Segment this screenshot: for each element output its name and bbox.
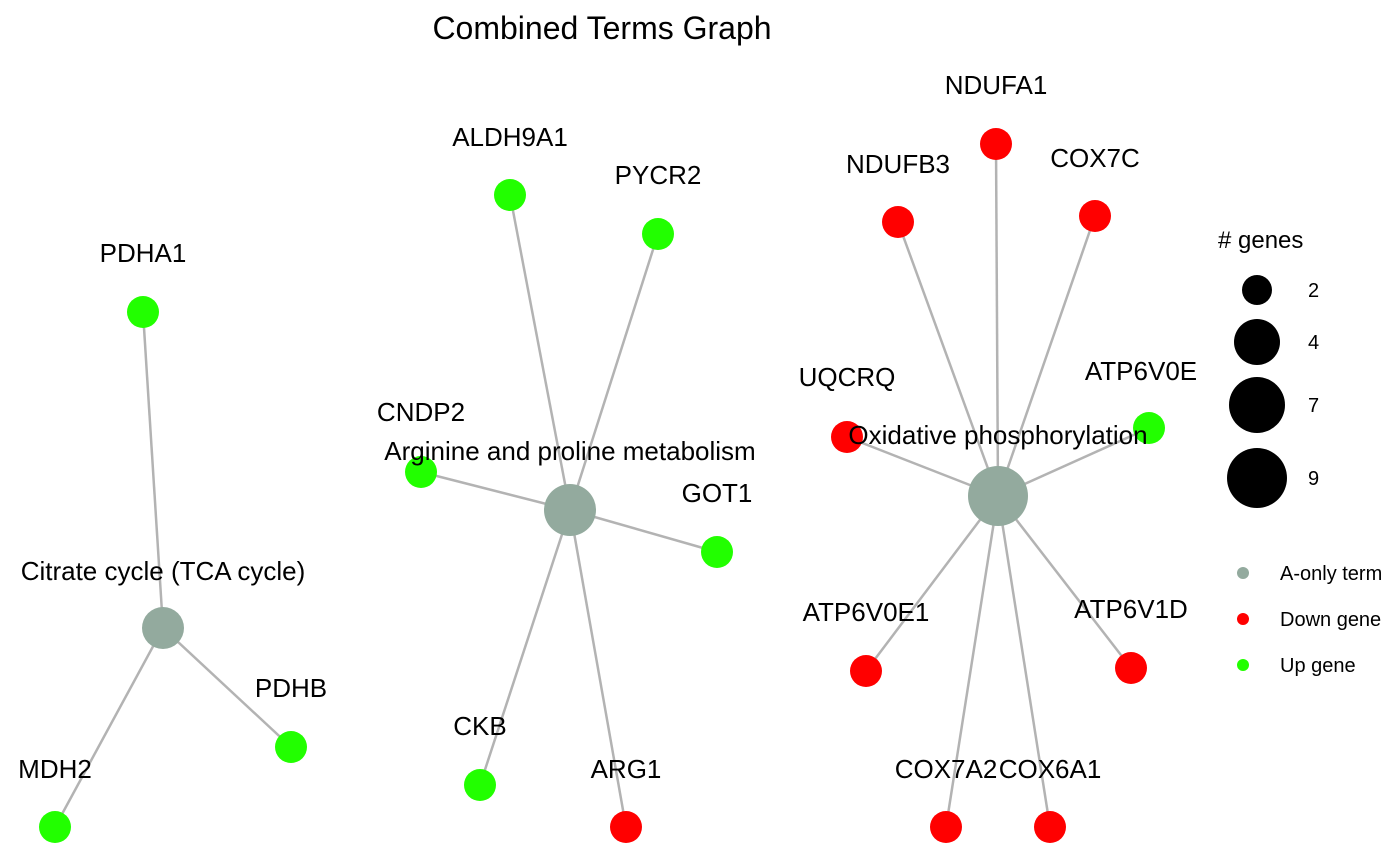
gene-node-arg1 [610,811,642,843]
gene-node-ndufb3 [882,206,914,238]
legend-size-title: # genes [1218,227,1303,254]
gene-node-uqcrq [831,421,863,453]
legend-up-label: Up gene [1280,655,1356,677]
edge-ox-ndufb3 [896,221,1000,497]
gene-node-got1 [701,536,733,568]
labels-layer: Citrate cycle (TCA cycle) Arginine and pr… [18,70,1197,784]
edge-arg-ckb [478,509,572,786]
edge-ox-atp6v0e1 [865,495,999,672]
gene-label-cox7c: COX7C [1050,143,1140,173]
gene-label-arg1: ARG1 [591,754,662,784]
term-node-citrate-cycle-tca-cycle [142,607,184,649]
gene-label-cndp2: CNDP2 [377,397,465,427]
gene-node-pdha1 [127,296,159,328]
gene-node-cndp2 [405,456,437,488]
legend-down-label: Down gene [1280,609,1381,631]
term-node-oxidative-phosphorylation [968,466,1028,526]
edge-tca-pdhb [162,627,292,748]
gene-label-atp6v0e: ATP6V0E [1085,356,1197,386]
legend-size-swatch-9 [1227,448,1287,508]
gene-label-ckb: CKB [453,711,506,741]
gene-label-cox6a1: COX6A1 [999,754,1102,784]
term-node-arginine-and-proline-metabolism [544,484,596,536]
term-label-arginine-and-proline-metabolism: Arginine and proline metabolism [384,436,755,466]
gene-label-ndufb3: NDUFB3 [846,149,950,179]
gene-label-cox7a2: COX7A2 [895,754,998,784]
edge-ox-cox6a1 [996,495,1052,828]
legend-size-label-7: 7 [1308,395,1319,417]
legend-down-swatch [1237,613,1249,625]
gene-node-cox6a1 [1034,811,1066,843]
gene-label-pdhb: PDHB [255,673,327,703]
gene-label-got1: GOT1 [682,478,753,508]
legend-size-label-4: 4 [1308,332,1319,354]
edge-ox-atp6v1d [997,495,1132,669]
legend-size-label-2: 2 [1308,280,1319,302]
edge-tca-pdha1 [141,311,165,629]
term-label-citrate-cycle-tca-cycle: Citrate cycle (TCA cycle) [21,556,306,586]
nodes-layer [39,128,1165,843]
edge-arg-pycr2 [568,233,660,511]
gene-node-cox7a2 [930,811,962,843]
gene-label-atp6v1d: ATP6V1D [1074,594,1188,624]
gene-label-atp6v0e1: ATP6V0E1 [803,597,930,627]
gene-label-uqcrq: UQCRQ [799,362,896,392]
legend-term-swatch [1237,567,1249,579]
edge-arg-aldh9a1 [508,194,572,511]
gene-node-atp6v0e [1133,412,1165,444]
graph-title: Combined Terms Graph [432,10,771,46]
legend-term-label: A-only term [1280,563,1382,585]
edge-arg-arg1 [568,509,628,828]
edge-ox-cox7c [996,215,1097,497]
gene-node-pdhb [275,731,307,763]
edge-ox-ndufa1 [994,143,1000,497]
edge-ox-cox7a2 [944,495,1000,828]
gene-label-mdh2: MDH2 [18,754,92,784]
term-label-oxidative-phosphorylation: Oxidative phosphorylation [848,420,1147,450]
gene-node-mdh2 [39,811,71,843]
gene-label-ndufa1: NDUFA1 [945,70,1048,100]
gene-label-pycr2: PYCR2 [615,160,702,190]
legend-size-swatch-7 [1229,377,1285,433]
legend: # genes 2 4 7 9 A-only term Down gene Up… [1218,227,1382,677]
gene-node-aldh9a1 [494,179,526,211]
gene-node-atp6v0e1 [850,655,882,687]
gene-node-cox7c [1079,200,1111,232]
gene-label-pdha1: PDHA1 [100,238,187,268]
gene-node-ndufa1 [980,128,1012,160]
gene-node-atp6v1d [1115,652,1147,684]
gene-node-pycr2 [642,218,674,250]
edge-tca-mdh2 [53,627,165,828]
legend-size-swatch-2 [1242,275,1272,305]
gene-node-ckb [464,769,496,801]
legend-size-label-9: 9 [1308,468,1319,490]
gene-label-aldh9a1: ALDH9A1 [452,122,568,152]
legend-up-swatch [1237,659,1249,671]
legend-size-swatch-4 [1234,319,1280,365]
